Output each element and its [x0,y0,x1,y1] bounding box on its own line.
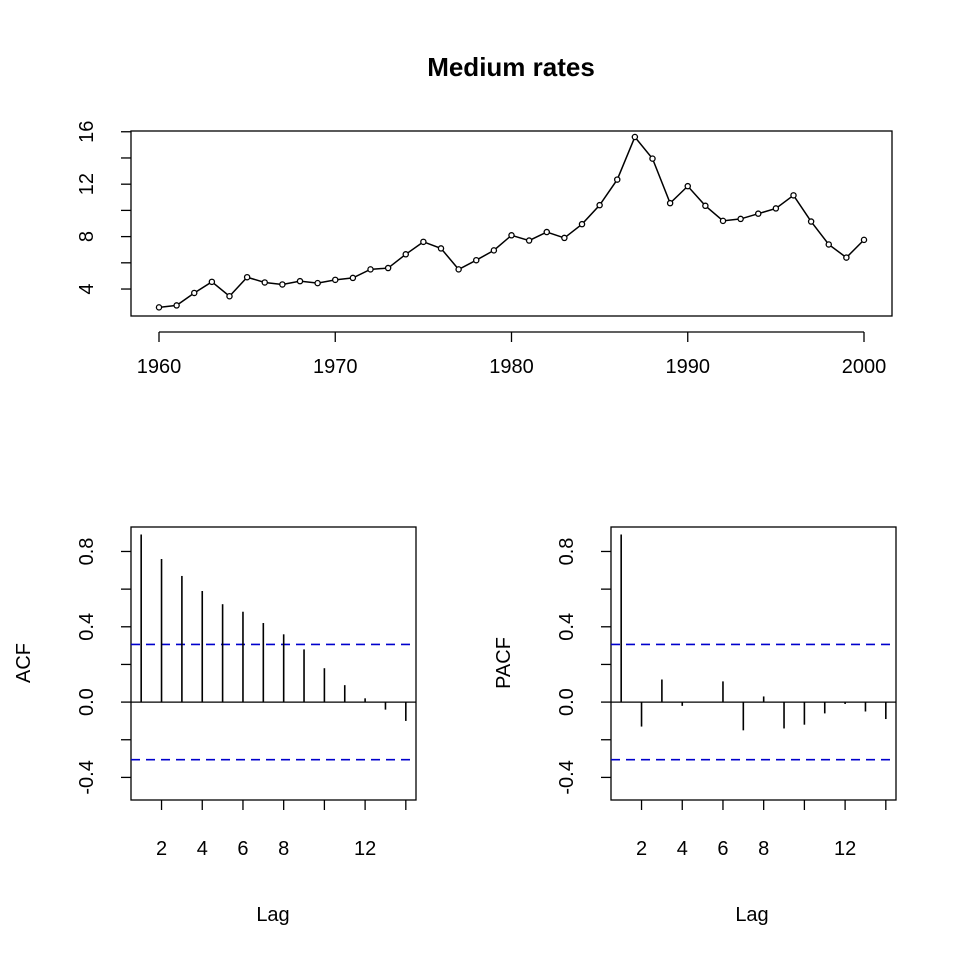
pacf-y-tick-label: -0.4 [556,760,578,794]
pacf-y-axis-label: PACF [493,637,515,689]
chart-title: Medium rates [427,52,595,82]
pacf-plot-frame [610,526,897,801]
ts-data-point [314,279,321,287]
ts-x-tick-label: 2000 [842,356,887,378]
ts-data-point [702,202,709,210]
pacf-x-tick-label: 8 [758,838,769,860]
ts-data-point [155,304,163,311]
pacf-panel: Lag PACF 2 4 6 8 12 -0.4 0.0 0.4 0.8 [493,526,897,926]
acf-plot-frame [130,526,417,801]
pacf-x-tick-label: 6 [717,838,728,860]
ts-data-point [755,210,762,217]
ts-data-point [173,302,180,309]
pacf-x-tick-label: 2 [636,838,647,860]
ts-data-point [825,241,833,248]
ts-x-tick-label: 1990 [666,356,711,378]
ts-data-point [860,236,868,244]
ts-data-point [420,238,427,246]
ts-data-point [437,245,445,252]
ts-y-tick-label: 16 [76,121,98,143]
ts-data-point [684,182,692,190]
pacf-x-tick-label: 4 [677,838,688,860]
ts-y-tick-label: 8 [76,231,98,242]
acf-y-tick-label: 0.8 [76,538,98,566]
ts-data-point [296,277,304,285]
ts-data-point [331,276,339,284]
acf-x-tick-label: 4 [197,838,208,860]
ts-data-point [384,264,392,272]
ts-y-tick-label: 12 [76,173,98,195]
acf-x-tick-label: 12 [354,838,376,860]
pacf-y-tick-label: 0.0 [556,688,578,716]
ts-data-point [631,133,639,141]
ts-data-point [596,201,603,209]
ts-data-point [190,289,198,297]
ts-data-point [508,232,515,239]
acf-panel: Lag ACF 2 4 6 8 12 -0.4 0.0 0.4 0.8 [13,526,417,926]
ts-x-tick-label: 1970 [313,356,358,378]
ts-data-point [578,220,586,228]
ts-data-point [525,237,533,244]
ts-x-tick-label: 1980 [489,356,534,378]
ts-y-tick-label: 4 [76,283,98,294]
acf-x-tick-label: 2 [156,838,167,860]
acf-x-tick-label: 8 [278,838,289,860]
ts-data-point [719,217,727,225]
acf-y-tick-label: 0.4 [76,613,98,641]
time-series-panel: 1960 1970 1980 1990 2000 4 8 12 16 [76,121,893,378]
ts-data-point [561,234,568,242]
ts-data-point [402,251,409,258]
ts-data-point [208,278,216,286]
ts-data-point [226,292,233,300]
ts-data-point [455,266,462,273]
ts-data-point [349,274,357,282]
acf-y-tick-label: 0.0 [76,688,98,716]
ts-x-tick-label: 1960 [137,356,182,378]
acf-y-axis-label: ACF [13,643,35,683]
ts-data-point [649,155,656,162]
acf-x-tick-label: 6 [237,838,248,860]
acf-y-tick-label: -0.4 [76,760,98,794]
ts-data-point [279,281,286,288]
ts-data-point [472,256,480,264]
ts-data-point [666,199,674,207]
ts-data-point [367,266,374,273]
ts-data-point [614,176,621,183]
ts-data-point [261,279,268,286]
ts-data-point [737,215,744,223]
pacf-y-tick-label: 0.8 [556,538,578,566]
ts-plot-frame [130,130,893,317]
ts-data-point [807,218,815,225]
ts-data-point [243,273,251,281]
acf-x-axis-label: Lag [256,904,289,926]
ts-data-point [490,247,498,254]
pacf-x-axis-label: Lag [735,904,768,926]
ts-data-point [543,228,551,236]
pacf-y-tick-label: 0.4 [556,613,578,641]
ts-data-point [790,192,797,199]
ts-data-point [772,205,780,212]
pacf-x-tick-label: 12 [834,838,856,860]
ts-data-point [843,254,850,261]
